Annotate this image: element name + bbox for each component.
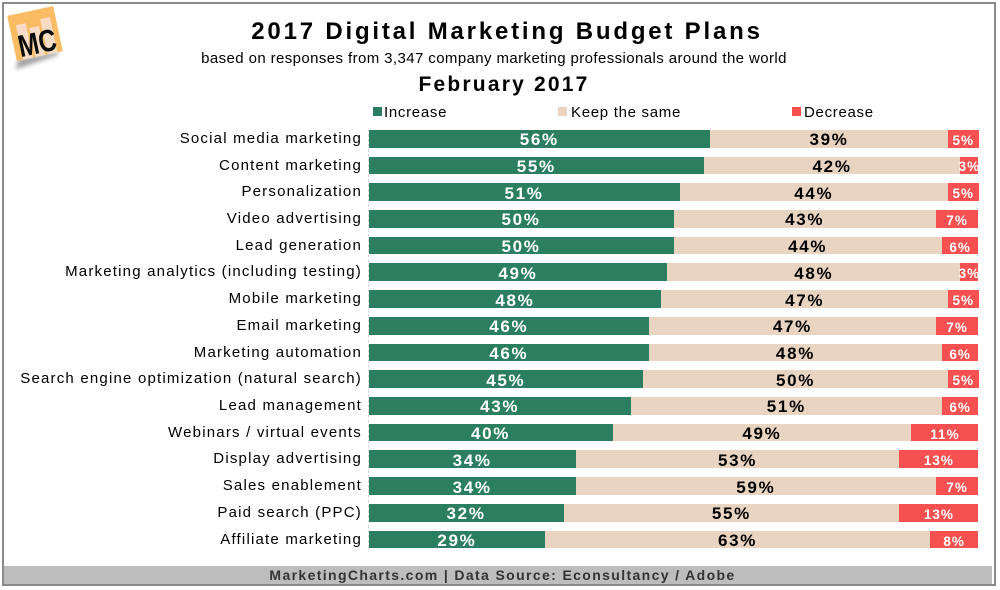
svg-text:MC: MC [15, 22, 60, 64]
